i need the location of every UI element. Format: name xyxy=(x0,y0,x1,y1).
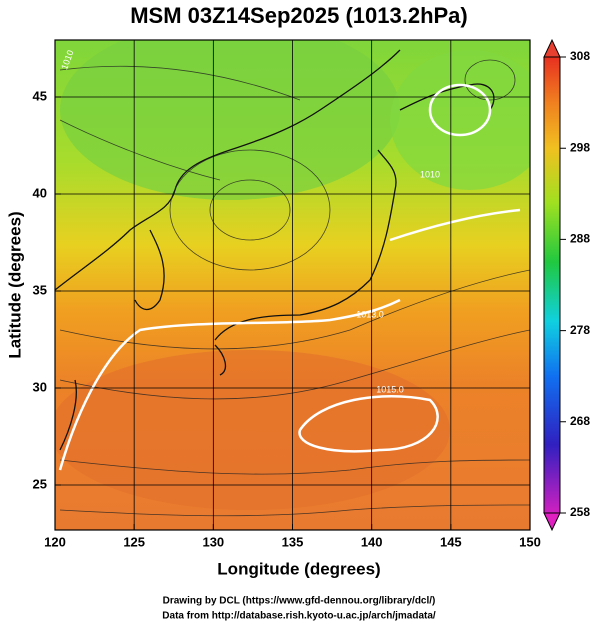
x-tick-label: 145 xyxy=(440,534,462,549)
title: MSM 03Z14Sep2025 (1013.2hPa) xyxy=(130,3,468,28)
streamline xyxy=(59,504,530,517)
streamline xyxy=(59,269,530,350)
colorbar-max-arrow xyxy=(543,38,561,58)
warm-region xyxy=(55,350,450,510)
contour-label: 1010 xyxy=(420,169,440,179)
isobar xyxy=(389,208,521,242)
y-tick-label: 25 xyxy=(33,476,47,491)
coastline xyxy=(59,379,77,451)
x-tick-label: 150 xyxy=(519,534,541,549)
isobar xyxy=(428,83,492,137)
x-tick-label: 130 xyxy=(202,534,224,549)
isobar xyxy=(58,298,401,471)
streamline xyxy=(59,119,221,181)
y-tick-label: 35 xyxy=(33,282,47,297)
contour-label: 1015.0 xyxy=(376,384,404,394)
y-tick-label: 40 xyxy=(33,185,47,200)
contour-label: 1013.0 xyxy=(356,309,384,319)
streamline xyxy=(59,65,301,101)
colorbar-tick-label: 278 xyxy=(570,323,590,337)
isobars xyxy=(58,83,521,471)
coastline xyxy=(214,344,227,376)
colorbar-tick-label: 308 xyxy=(570,49,590,63)
grid xyxy=(55,40,530,530)
credit-line: Drawing by DCL (https://www.gfd-dennou.o… xyxy=(163,596,436,607)
colorbar-tick-label: 298 xyxy=(570,140,590,154)
x-tick-label: 120 xyxy=(44,534,66,549)
x-axis-label: Longitude (degrees) xyxy=(217,559,380,578)
coastline xyxy=(134,229,165,311)
axes: 120 125 130 135 140 145 150 25 30 35 40 45 258 268 278… xyxy=(33,49,591,549)
map-field xyxy=(55,40,530,530)
x-tick-label: 140 xyxy=(361,534,383,549)
streamline xyxy=(169,149,331,271)
colorbar-min-arrow xyxy=(543,512,561,532)
coastline xyxy=(214,149,397,341)
x-tick-label: 125 xyxy=(123,534,145,549)
streamline xyxy=(59,329,530,400)
cool-region xyxy=(390,50,530,190)
colorbar-tick-label: 268 xyxy=(570,414,590,428)
coastline xyxy=(55,49,401,291)
colorbar-tick-label: 258 xyxy=(570,505,590,519)
streamline xyxy=(209,179,291,241)
colorbar xyxy=(543,38,561,532)
coastlines xyxy=(55,49,495,451)
streamline xyxy=(59,459,530,475)
credit-line: Data from http://database.rish.kyoto-u.a… xyxy=(162,611,436,622)
y-tick-label: 45 xyxy=(33,88,47,103)
cool-region xyxy=(60,40,400,200)
colorbar-scale xyxy=(543,56,561,514)
y-axis-label: Latitude (degrees) xyxy=(5,211,24,358)
isobar xyxy=(298,395,439,453)
x-tick-label: 135 xyxy=(282,534,304,549)
y-tick-label: 30 xyxy=(33,379,47,394)
colorbar-tick-label: 288 xyxy=(570,232,590,246)
